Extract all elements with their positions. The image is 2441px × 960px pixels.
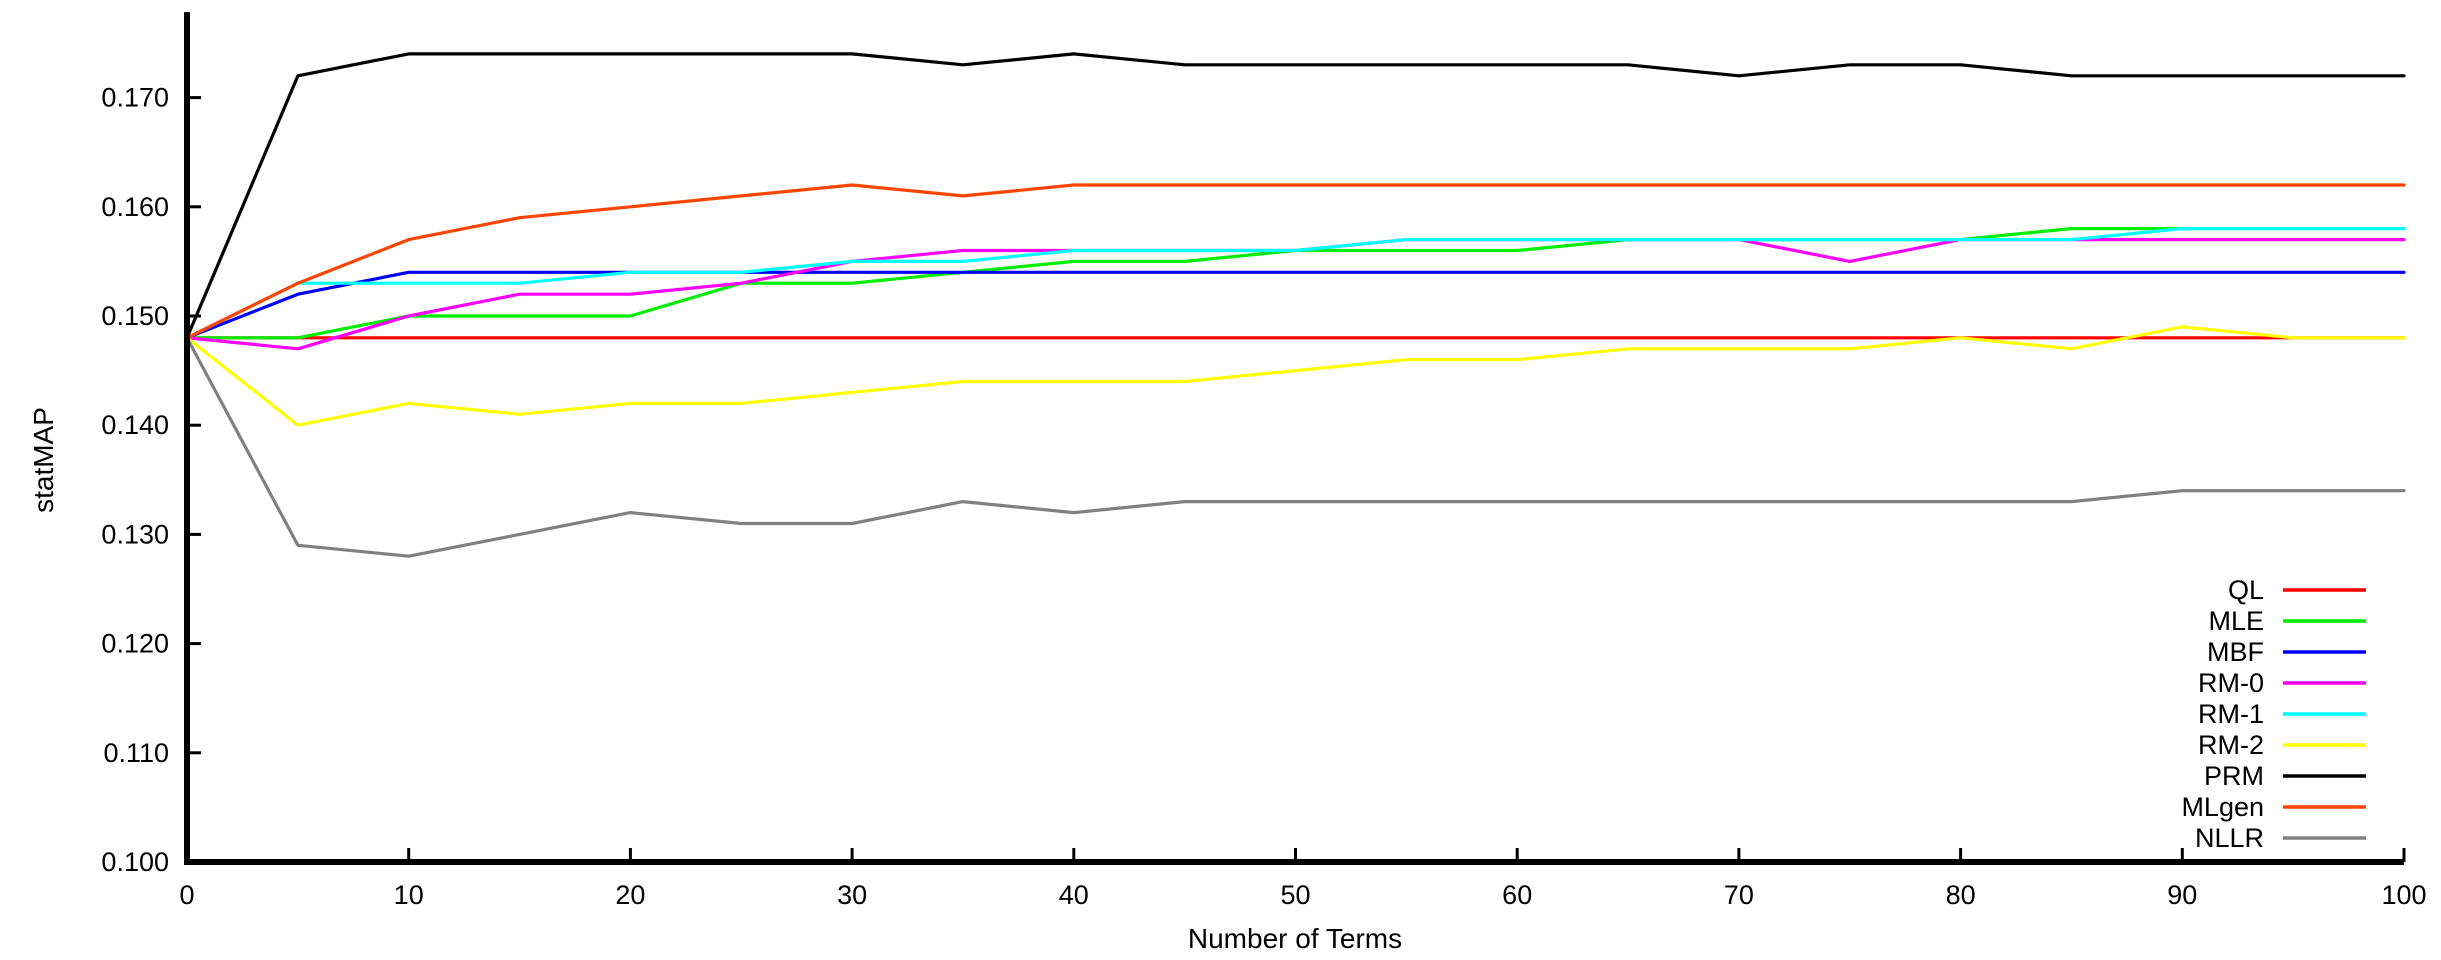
series-line-rm-1	[185, 227, 2406, 340]
x-tick-label: 100	[2381, 880, 2426, 910]
legend-label-mlgen: MLgen	[2181, 792, 2264, 822]
y-tick-label: 0.100	[101, 847, 169, 877]
series-lines	[185, 52, 2406, 558]
x-tick-label: 90	[2167, 880, 2197, 910]
y-tick-label: 0.110	[103, 738, 169, 768]
legend-label-rm-0: RM-0	[2198, 668, 2264, 698]
series-line-rm-2	[185, 325, 2406, 427]
legend-label-mle: MLE	[2208, 606, 2264, 636]
legend-label-mbf: MBF	[2207, 637, 2264, 667]
tick-labels: 0.100 0.110 0.120 0.130 0.140 0.150 0.160 0.170…	[101, 83, 2426, 910]
x-tick-label: 60	[1502, 880, 1532, 910]
series-line-rm-0	[185, 238, 2406, 351]
y-tick-label: 0.130	[101, 519, 169, 549]
legend-label-rm-2: RM-2	[2198, 730, 2264, 760]
x-axis-title: Number of Terms	[1188, 923, 1402, 954]
y-tick-label: 0.120	[101, 629, 169, 659]
series-line-mbf	[185, 270, 2406, 340]
y-tick-label: 0.150	[101, 301, 169, 331]
series-line-mlgen	[185, 183, 2406, 340]
x-tick-label: 40	[1059, 880, 1089, 910]
x-tick-label: 30	[837, 880, 867, 910]
y-tick-label: 0.160	[101, 192, 169, 222]
x-tick-label: 10	[394, 880, 424, 910]
legend-label-ql: QL	[2228, 575, 2264, 605]
x-tick-label: 70	[1724, 880, 1754, 910]
series-line-nllr	[185, 336, 2406, 558]
x-tick-label: 50	[1280, 880, 1310, 910]
axes	[184, 12, 2404, 865]
y-tick-label: 0.140	[101, 410, 169, 440]
series-line-prm	[185, 52, 2406, 340]
legend-label-prm: PRM	[2204, 761, 2264, 791]
legend-label-rm-1: RM-1	[2198, 699, 2264, 729]
y-tick-label: 0.170	[101, 83, 169, 113]
x-tick-label: 80	[1946, 880, 1976, 910]
x-tick-label: 20	[615, 880, 645, 910]
legend-label-nllr: NLLR	[2195, 823, 2264, 853]
x-tick-label: 0	[179, 880, 194, 910]
y-axis-title: statMAP	[28, 407, 59, 513]
